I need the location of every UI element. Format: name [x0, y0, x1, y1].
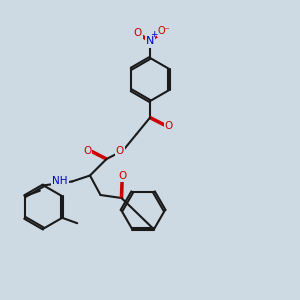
Text: O: O: [165, 121, 173, 131]
Text: +: +: [150, 30, 158, 39]
Text: O: O: [118, 171, 126, 182]
Text: NH: NH: [52, 176, 68, 187]
Text: O⁻: O⁻: [158, 26, 170, 37]
Text: N: N: [146, 36, 154, 46]
Text: O: O: [133, 28, 142, 38]
Text: O: O: [83, 146, 91, 156]
Text: O: O: [116, 146, 124, 156]
